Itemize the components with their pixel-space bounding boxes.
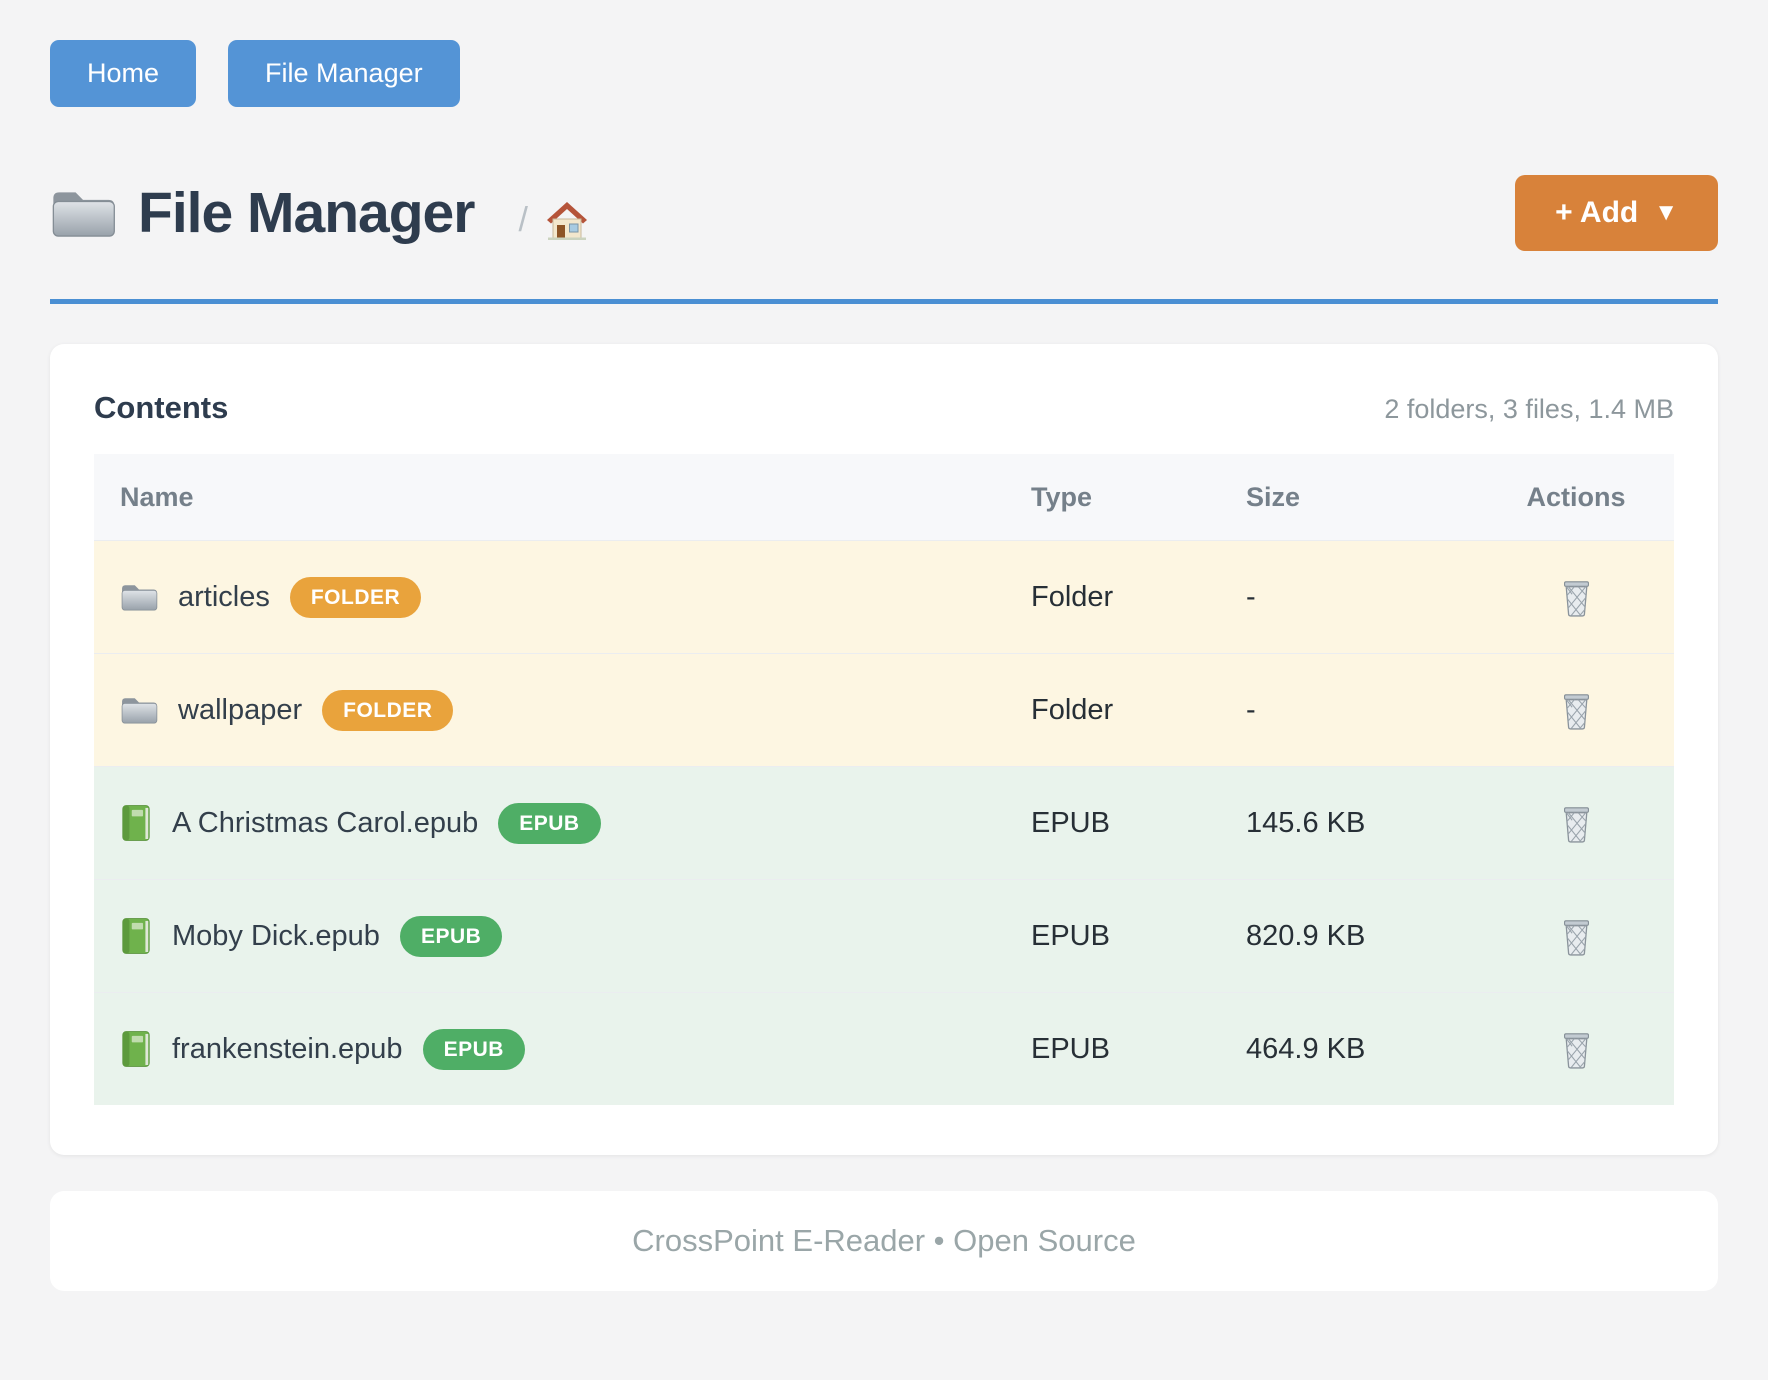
file-table: Name Type Size Actions	[94, 454, 1674, 1105]
file-type: Folder	[1031, 693, 1114, 726]
column-header-size: Size	[1246, 481, 1301, 512]
file-name: Moby Dick.epub	[172, 919, 380, 952]
breadcrumb-separator: /	[518, 200, 528, 239]
contents-card-header: Contents 2 folders, 3 files, 1.4 MB	[94, 390, 1674, 426]
file-type-badge: EPUB	[422, 1028, 525, 1070]
file-size: -	[1246, 693, 1256, 726]
file-type-badge: FOLDER	[322, 689, 454, 731]
trash-icon	[1560, 917, 1593, 956]
house-icon	[544, 199, 590, 241]
file-name-cell[interactable]: frankenstein.epub EPUB	[94, 1028, 1003, 1070]
folder-icon	[120, 581, 158, 613]
delete-button[interactable]	[1556, 1026, 1597, 1073]
file-size: 464.9 KB	[1246, 1032, 1366, 1065]
file-name-cell[interactable]: A Christmas Carol.epub EPUB	[94, 802, 1003, 844]
file-name-cell[interactable]: articles FOLDER	[94, 576, 1003, 618]
file-type-badge: EPUB	[399, 915, 503, 957]
trash-icon	[1560, 578, 1593, 617]
breadcrumb-home-button[interactable]	[544, 199, 590, 241]
green-book-icon	[120, 804, 152, 842]
column-header-actions: Actions	[1526, 481, 1626, 512]
file-type: EPUB	[1031, 806, 1110, 839]
table-row: articles FOLDER Folder -	[94, 540, 1674, 653]
file-type: Folder	[1031, 580, 1114, 613]
file-name-cell[interactable]: wallpaper FOLDER	[94, 689, 1003, 731]
contents-title: Contents	[94, 390, 229, 425]
header-divider	[50, 299, 1718, 304]
chevron-down-icon: ▼	[1654, 199, 1678, 226]
table-header-row: Name Type Size Actions	[94, 454, 1674, 540]
file-name: frankenstein.epub	[172, 1032, 403, 1065]
file-size: 145.6 KB	[1246, 806, 1366, 839]
table-row: frankenstein.epub EPUB EPUB 464.9 KB	[94, 992, 1674, 1105]
home-button[interactable]: Home	[50, 40, 197, 107]
delete-button[interactable]	[1556, 687, 1597, 734]
file-manager-button[interactable]: File Manager	[228, 40, 460, 107]
folder-icon	[120, 694, 158, 726]
top-nav: Home File Manager	[50, 0, 1718, 107]
table-row: A Christmas Carol.epub EPUB EPUB 145.6 K…	[94, 766, 1674, 879]
contents-card: Contents 2 folders, 3 files, 1.4 MB Name…	[50, 344, 1718, 1155]
footer-text: CrossPoint E-Reader • Open Source	[632, 1223, 1136, 1258]
file-name: wallpaper	[178, 693, 303, 726]
contents-summary: 2 folders, 3 files, 1.4 MB	[1384, 394, 1674, 424]
file-type-badge: EPUB	[498, 802, 601, 844]
delete-button[interactable]	[1556, 574, 1597, 621]
file-size: -	[1246, 580, 1256, 613]
file-size: 820.9 KB	[1246, 919, 1366, 952]
table-row: wallpaper FOLDER Folder -	[94, 653, 1674, 766]
column-header-type: Type	[1031, 481, 1093, 512]
delete-button[interactable]	[1556, 913, 1597, 960]
add-button[interactable]: + Add ▼	[1515, 175, 1718, 251]
green-book-icon	[120, 917, 152, 955]
trash-icon	[1560, 1030, 1593, 1069]
footer: CrossPoint E-Reader • Open Source	[50, 1191, 1718, 1291]
file-type: EPUB	[1031, 919, 1110, 952]
breadcrumb: /	[518, 199, 589, 241]
file-name-cell[interactable]: Moby Dick.epub EPUB	[94, 915, 1003, 957]
page-header: File Manager / + Add ▼	[50, 175, 1718, 251]
folder-icon	[50, 185, 116, 241]
file-type-badge: FOLDER	[289, 576, 422, 618]
column-header-name: Name	[120, 481, 194, 512]
table-body: articles FOLDER Folder -	[94, 540, 1674, 1105]
delete-button[interactable]	[1556, 800, 1597, 847]
file-type: EPUB	[1031, 1032, 1110, 1065]
file-name: articles	[178, 580, 270, 613]
file-name: A Christmas Carol.epub	[172, 806, 479, 839]
page-title: File Manager	[138, 181, 475, 245]
table-row: Moby Dick.epub EPUB EPUB 820.9 KB	[94, 879, 1674, 992]
green-book-icon	[120, 1030, 152, 1068]
trash-icon	[1560, 691, 1593, 730]
trash-icon	[1560, 804, 1593, 843]
add-button-label: + Add	[1555, 196, 1639, 229]
